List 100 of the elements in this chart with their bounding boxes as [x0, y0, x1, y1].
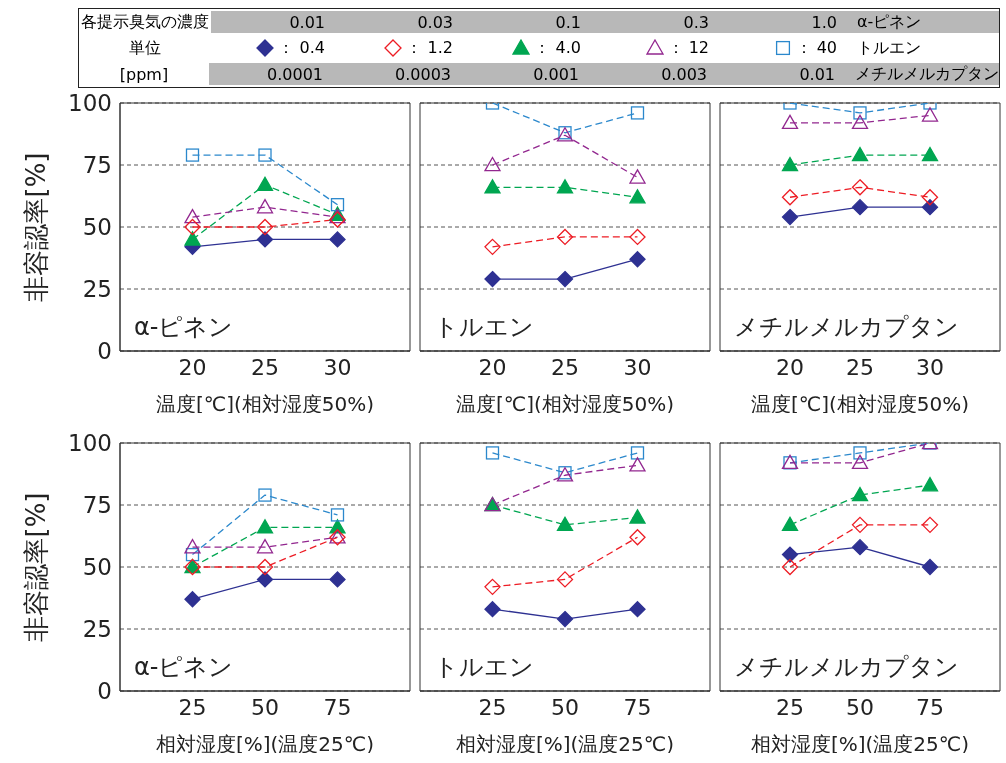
- text: 0.01: [289, 12, 325, 32]
- point: [851, 454, 869, 470]
- point: [853, 106, 867, 120]
- point: [484, 578, 501, 595]
- point: [484, 238, 501, 255]
- text: 0.01: [799, 64, 835, 84]
- text: 0.03: [417, 12, 453, 32]
- point: [629, 529, 646, 546]
- point: [781, 208, 799, 226]
- x-tick-label: 25: [551, 354, 579, 380]
- point: [330, 198, 345, 212]
- x-tick-label: 25: [478, 694, 507, 720]
- x-axis-title: 温度[℃](相対湿度50%): [750, 392, 970, 416]
- point: [256, 519, 274, 534]
- x-tick-label: 25: [251, 354, 279, 380]
- text: α-ピネン: [134, 312, 234, 343]
- text: ： 4.0: [534, 37, 581, 59]
- point: [484, 156, 501, 172]
- point: [556, 516, 574, 532]
- point: [556, 228, 574, 246]
- point: [921, 477, 939, 492]
- x-axis-title: 相対湿度[%](温度25℃): [750, 732, 970, 756]
- y-axis-title: 非容認率[%]: [21, 492, 52, 642]
- point: [781, 516, 799, 532]
- point: [256, 218, 274, 236]
- x-tick-label: 50: [251, 694, 279, 720]
- point: [256, 176, 274, 192]
- text: トルエン: [434, 312, 534, 343]
- point: [781, 558, 799, 576]
- point: [921, 558, 939, 576]
- y-tick-label: 25: [82, 276, 112, 303]
- point: [851, 146, 869, 162]
- point: [556, 571, 574, 588]
- point: [781, 189, 799, 206]
- y-tick-label: 75: [82, 492, 112, 519]
- point: [330, 508, 345, 522]
- x-axis-title: 温度[℃](相対湿度50%): [155, 392, 375, 416]
- point: [781, 114, 799, 130]
- point: [629, 228, 646, 246]
- x-tick-label: 75: [623, 694, 652, 720]
- text: 0.003: [661, 64, 707, 84]
- point: [184, 231, 201, 246]
- point: [184, 218, 201, 236]
- point: [184, 591, 201, 608]
- text: α-ピネン: [856, 11, 923, 33]
- y-tick-label: 0: [97, 678, 112, 705]
- point: [256, 199, 274, 214]
- point: [629, 509, 646, 524]
- text: 0.0003: [395, 64, 451, 84]
- point: [256, 539, 274, 554]
- x-tick-label: 30: [623, 354, 652, 380]
- point: [258, 488, 272, 502]
- text: 1.0: [811, 12, 837, 32]
- point: [781, 156, 799, 172]
- point: [629, 601, 646, 618]
- point: [851, 539, 869, 556]
- point: [851, 199, 869, 216]
- point: [851, 179, 869, 196]
- point: [256, 571, 274, 588]
- point: [256, 231, 274, 248]
- text: ： 40: [795, 37, 837, 59]
- point: [921, 107, 939, 122]
- x-tick-label: 20: [776, 354, 804, 380]
- text: 0.0001: [267, 64, 323, 84]
- point: [921, 146, 939, 162]
- x-tick-label: 75: [916, 694, 944, 720]
- point: [556, 179, 574, 194]
- x-tick-label: 30: [323, 354, 352, 380]
- point: [853, 446, 867, 460]
- point: [256, 558, 274, 576]
- x-tick-label: 30: [916, 354, 944, 380]
- text: α-ピネン: [134, 652, 234, 683]
- point: [484, 601, 501, 618]
- point: [629, 251, 646, 268]
- text: ： 1.2: [406, 37, 453, 59]
- text: ： 0.4: [278, 37, 325, 59]
- point: [921, 516, 939, 533]
- x-tick-label: 20: [178, 354, 207, 380]
- x-tick-label: 25: [178, 694, 207, 720]
- text: メチルメルカプタン: [734, 312, 959, 343]
- y-tick-label: 50: [82, 554, 112, 581]
- x-tick-label: 25: [776, 694, 804, 720]
- point: [258, 148, 272, 162]
- y-tick-label: 100: [68, 90, 112, 117]
- x-tick-label: 25: [846, 354, 874, 380]
- point: [630, 446, 645, 460]
- point: [851, 114, 869, 130]
- text: ： 12: [667, 37, 709, 59]
- text: 各提示臭気の濃度: [80, 11, 210, 33]
- point: [556, 270, 574, 288]
- y-tick-label: 75: [82, 152, 112, 179]
- point: [185, 547, 200, 562]
- point: [485, 446, 500, 460]
- point: [484, 270, 501, 288]
- text: トルエン: [434, 652, 534, 683]
- y-tick-label: 0: [97, 338, 112, 365]
- point: [185, 148, 200, 162]
- text: トルエン: [856, 37, 922, 59]
- text: 0.3: [683, 12, 709, 32]
- point: [329, 231, 346, 248]
